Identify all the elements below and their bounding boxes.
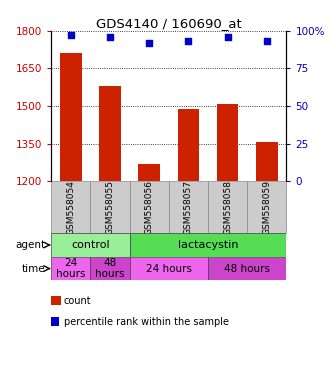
Bar [51, 233, 130, 257]
Text: 48 hours: 48 hours [224, 263, 270, 273]
Bar [138, 164, 160, 181]
Bar [217, 104, 238, 181]
Text: count: count [64, 296, 91, 306]
Bar [99, 86, 121, 181]
Bar [169, 181, 208, 233]
Point [107, 34, 113, 40]
Point [68, 32, 73, 38]
Text: lactacystin: lactacystin [178, 240, 238, 250]
Bar [90, 257, 130, 280]
Text: GSM558057: GSM558057 [184, 180, 193, 235]
Text: agent: agent [15, 240, 45, 250]
Bar [90, 181, 130, 233]
Text: 24
hours: 24 hours [56, 258, 86, 279]
Bar [208, 181, 247, 233]
Bar [130, 181, 169, 233]
Text: 24 hours: 24 hours [146, 263, 192, 273]
Point [147, 40, 152, 46]
Bar [51, 181, 90, 233]
Title: GDS4140 / 160690_at: GDS4140 / 160690_at [96, 17, 242, 30]
Point [264, 38, 269, 44]
Point [186, 38, 191, 44]
Text: GSM558059: GSM558059 [262, 180, 271, 235]
Text: GSM558058: GSM558058 [223, 180, 232, 235]
Text: GSM558054: GSM558054 [67, 180, 75, 235]
Text: GSM558055: GSM558055 [106, 180, 115, 235]
Text: time: time [22, 263, 45, 273]
Bar [51, 257, 90, 280]
Bar [247, 181, 286, 233]
Bar [208, 257, 286, 280]
Bar [130, 257, 208, 280]
Point [225, 34, 230, 40]
Text: GSM558056: GSM558056 [145, 180, 154, 235]
Bar [256, 142, 277, 181]
Bar [178, 109, 199, 181]
Text: control: control [71, 240, 110, 250]
Text: percentile rank within the sample: percentile rank within the sample [64, 317, 229, 327]
Text: 48
hours: 48 hours [95, 258, 125, 279]
Bar [60, 53, 82, 181]
Bar [130, 233, 286, 257]
